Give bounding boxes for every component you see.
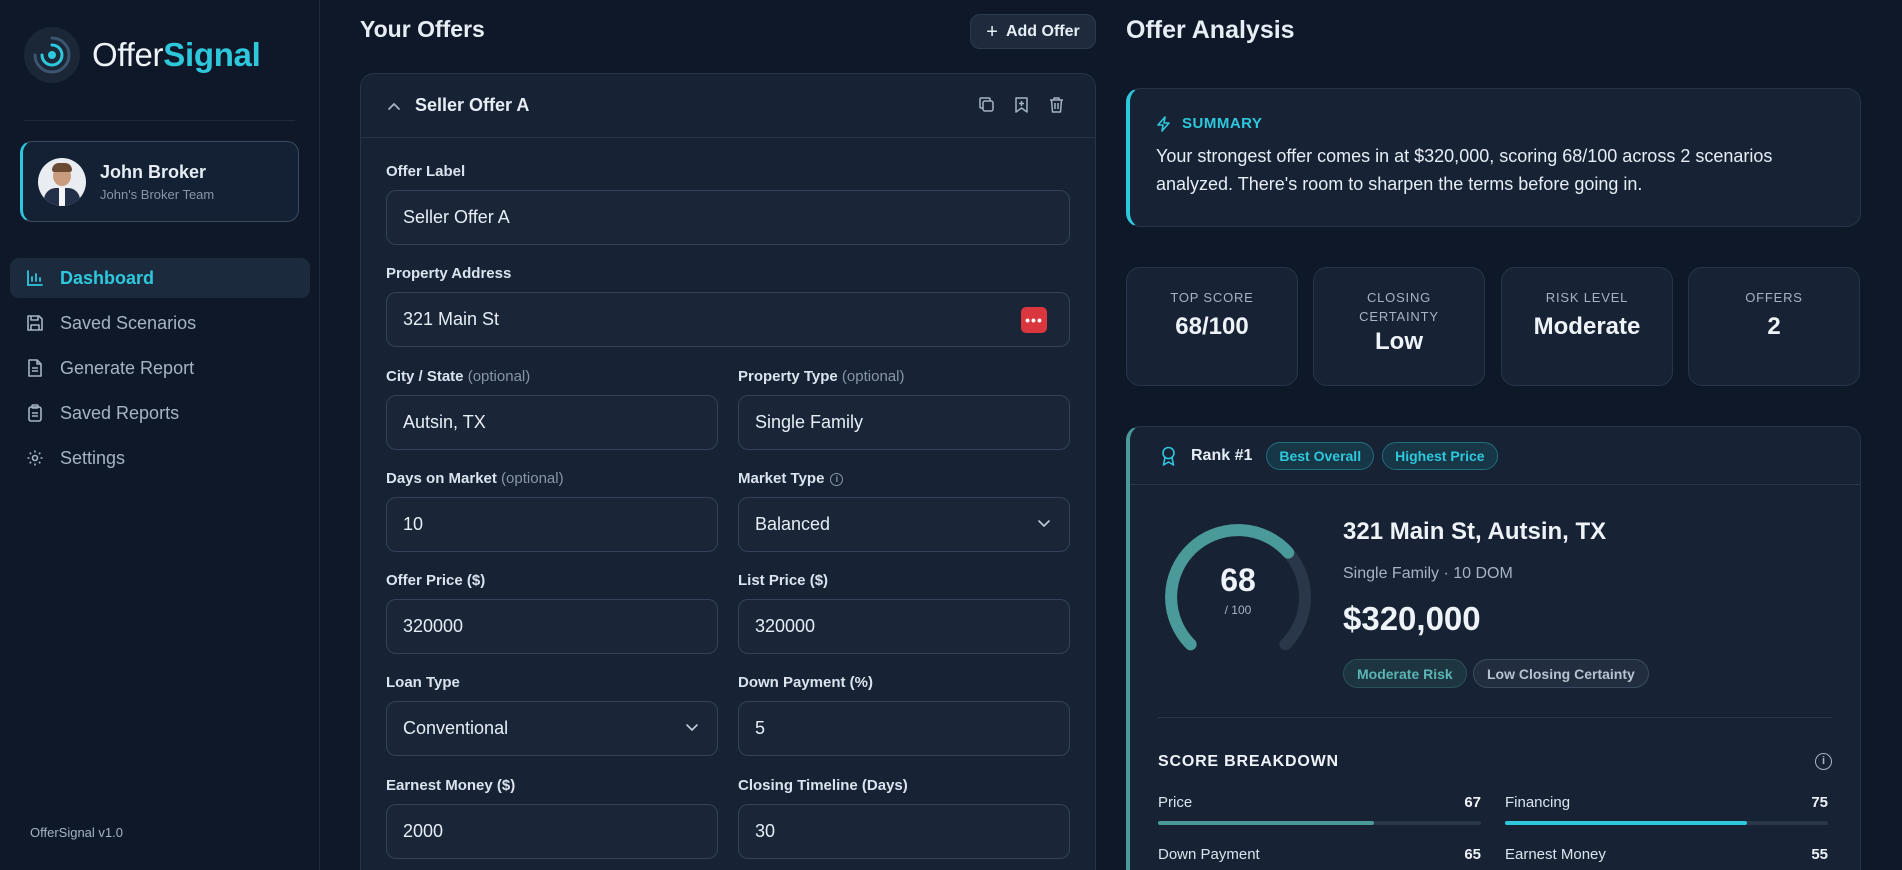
sidebar-item-label: Saved Reports bbox=[60, 402, 180, 423]
chevron-down-icon bbox=[686, 724, 698, 732]
offer-price-label: Offer Price ($) bbox=[386, 572, 486, 589]
metric-price: Price 67 bbox=[1158, 794, 1481, 825]
stat-top-score: TOP SCORE 68/100 bbox=[1126, 267, 1298, 386]
profile-card[interactable]: John Broker John's Broker Team bbox=[20, 141, 299, 222]
stat-offers: OFFERS 2 bbox=[1688, 267, 1860, 386]
days-on-market-label: Days on Market (optional) bbox=[386, 470, 564, 487]
chevron-up-icon[interactable] bbox=[387, 98, 401, 114]
rank-divider bbox=[1158, 717, 1832, 718]
document-icon bbox=[28, 359, 42, 377]
offer-card-actions bbox=[978, 96, 1065, 113]
days-on-market-input[interactable]: 10 bbox=[386, 497, 718, 552]
sidebar-item-label: Dashboard bbox=[60, 267, 155, 288]
offer-card-title: Seller Offer A bbox=[415, 95, 530, 115]
sidebar-item-dashboard[interactable]: Dashboard bbox=[10, 258, 310, 298]
copy-icon[interactable] bbox=[978, 96, 995, 113]
property-price: $320,000 bbox=[1343, 600, 1481, 637]
bookmark-icon[interactable] bbox=[1013, 96, 1030, 113]
earnest-money-input[interactable]: 2000 bbox=[386, 804, 718, 859]
city-state-label: City / State (optional) bbox=[386, 368, 531, 385]
down-payment-input[interactable]: 5 bbox=[738, 701, 1070, 756]
sidebar-item-saved-scenarios[interactable]: Saved Scenarios bbox=[10, 303, 310, 343]
property-meta: Single Family · 10 DOM bbox=[1343, 565, 1513, 582]
property-type-label: Property Type (optional) bbox=[738, 368, 905, 385]
sidebar-nav: Dashboard Saved Scenarios Generate Repor… bbox=[10, 258, 310, 483]
info-icon[interactable]: i bbox=[1815, 753, 1832, 770]
save-icon bbox=[27, 315, 43, 331]
market-type-select[interactable]: Balanced bbox=[738, 497, 1070, 552]
analysis-title: Offer Analysis bbox=[1126, 16, 1295, 44]
sidebar-item-label: Saved Scenarios bbox=[60, 312, 197, 333]
trash-icon[interactable] bbox=[1048, 96, 1065, 113]
property-address-input[interactable]: 321 Main St ••• bbox=[386, 292, 1070, 347]
gear-icon bbox=[27, 450, 43, 466]
badge-highest-price: Highest Price bbox=[1382, 441, 1498, 470]
market-type-label: Market Type i bbox=[738, 470, 844, 487]
summary-text: Your strongest offer comes in at $320,00… bbox=[1156, 146, 1773, 194]
sidebar-divider bbox=[24, 120, 295, 121]
city-state-input[interactable]: Autsin, TX bbox=[386, 395, 718, 450]
badge-best-overall: Best Overall bbox=[1266, 441, 1375, 470]
sidebar-item-saved-reports[interactable]: Saved Reports bbox=[10, 393, 310, 433]
logo[interactable]: OfferSignal bbox=[24, 26, 261, 84]
tag-moderate-risk: Moderate Risk bbox=[1343, 659, 1467, 688]
sidebar-item-label: Generate Report bbox=[60, 357, 195, 378]
list-price-input[interactable]: 320000 bbox=[738, 599, 1070, 654]
more-dots-icon[interactable]: ••• bbox=[1021, 307, 1047, 333]
metric-down-payment: Down Payment 65 bbox=[1158, 846, 1481, 863]
metric-earnest-money: Earnest Money 55 bbox=[1505, 846, 1828, 863]
down-payment-label: Down Payment (%) bbox=[738, 674, 874, 691]
profile-name: John Broker bbox=[100, 161, 207, 182]
property-type-input[interactable]: Single Family bbox=[738, 395, 1070, 450]
sidebar-item-generate-report[interactable]: Generate Report bbox=[10, 348, 310, 388]
summary-card: SUMMARY Your strongest offer comes in at… bbox=[1126, 88, 1861, 227]
add-offer-button[interactable]: + Add Offer bbox=[970, 14, 1096, 49]
score-gauge bbox=[1165, 524, 1311, 651]
summary-heading: SUMMARY bbox=[1156, 115, 1860, 132]
award-icon bbox=[1162, 446, 1175, 466]
stat-risk-level: RISK LEVEL Moderate bbox=[1501, 267, 1673, 386]
property-title: 321 Main St, Autsin, TX bbox=[1343, 518, 1607, 545]
clipboard-icon bbox=[28, 404, 42, 422]
offers-title: Your Offers bbox=[360, 16, 485, 42]
closing-timeline-label: Closing Timeline (Days) bbox=[738, 777, 908, 794]
bar-chart-icon bbox=[27, 270, 43, 286]
rank-card: Rank #1 Best Overall Highest Price 68 / … bbox=[1126, 426, 1861, 870]
logo-text: OfferSignal bbox=[92, 36, 261, 73]
metric-financing: Financing 75 bbox=[1505, 794, 1828, 825]
tag-low-closing-certainty: Low Closing Certainty bbox=[1473, 659, 1649, 688]
sidebar: OfferSignal John Broker John's Broker Te… bbox=[0, 0, 320, 870]
info-icon[interactable]: i bbox=[830, 473, 844, 486]
offer-card: Seller Offer A Offer Label Seller Offer … bbox=[360, 73, 1096, 870]
signal-logo-icon bbox=[24, 27, 80, 83]
list-price-label: List Price ($) bbox=[738, 572, 829, 589]
closing-timeline-input[interactable]: 30 bbox=[738, 804, 1070, 859]
stat-closing-certainty: CLOSING CERTAINTY Low bbox=[1313, 267, 1485, 386]
score-value: 68 bbox=[1220, 562, 1256, 598]
offer-label-label: Offer Label bbox=[386, 163, 466, 180]
offer-label-input[interactable]: Seller Offer A bbox=[386, 190, 1070, 245]
loan-type-label: Loan Type bbox=[386, 674, 460, 691]
earnest-money-label: Earnest Money ($) bbox=[386, 777, 516, 794]
score-max: / 100 bbox=[1224, 603, 1252, 617]
offer-price-input[interactable]: 320000 bbox=[386, 599, 718, 654]
chevron-down-icon bbox=[1038, 520, 1050, 528]
app-version: OfferSignal v1.0 bbox=[30, 825, 123, 840]
plus-icon: + bbox=[986, 20, 998, 43]
loan-type-select[interactable]: Conventional bbox=[386, 701, 718, 756]
sidebar-item-label: Settings bbox=[60, 447, 126, 468]
avatar bbox=[38, 157, 86, 206]
score-breakdown-title: SCORE BREAKDOWN bbox=[1158, 753, 1339, 770]
sidebar-item-settings[interactable]: Settings bbox=[10, 438, 310, 478]
lightning-icon bbox=[1157, 115, 1170, 132]
rank-header: Rank #1 Best Overall Highest Price bbox=[1130, 427, 1860, 485]
rank-label: Rank #1 bbox=[1191, 446, 1253, 464]
profile-team: John's Broker Team bbox=[100, 186, 215, 202]
offer-card-header[interactable]: Seller Offer A bbox=[361, 74, 1095, 138]
property-address-label: Property Address bbox=[386, 265, 512, 282]
add-offer-label: Add Offer bbox=[1005, 22, 1080, 40]
